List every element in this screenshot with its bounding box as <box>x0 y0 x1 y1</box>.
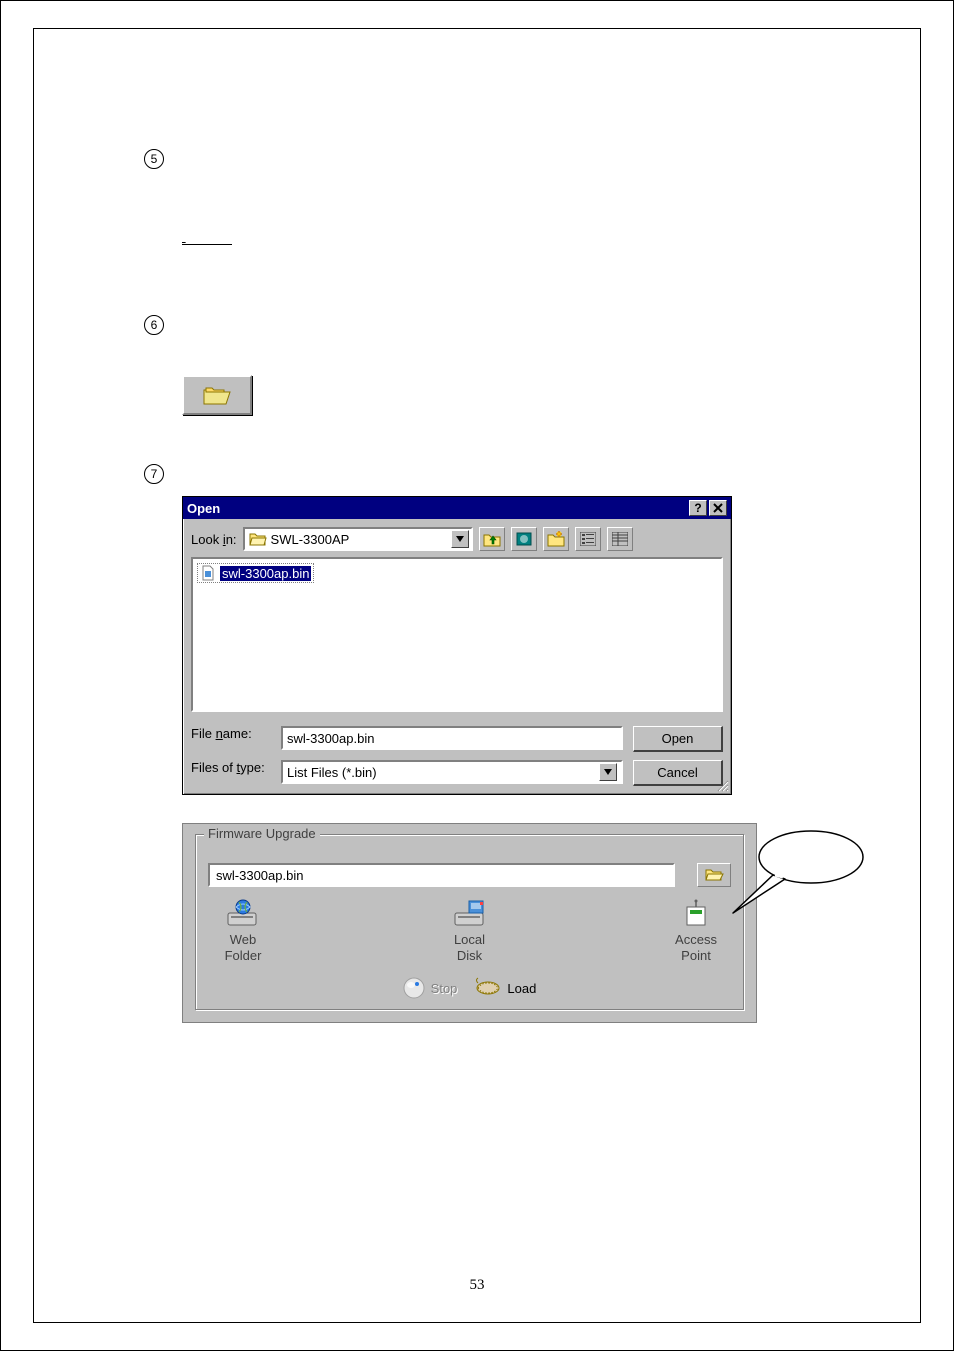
dialog-bottom: File name: swl-3300ap.bin Open Files of … <box>191 726 723 786</box>
web-folder-item: Web Folder <box>208 899 278 963</box>
filetype-value: List Files (*.bin) <box>287 765 599 780</box>
circled-5: 5 <box>144 149 164 169</box>
load-icon <box>475 977 501 999</box>
access-point-item: Access Point <box>661 899 731 963</box>
local-disk-label-1: Local <box>454 932 485 948</box>
close-icon <box>713 503 723 513</box>
step-5: 5 <box>144 149 820 169</box>
titlebar: Open ? <box>183 497 731 519</box>
details-view-icon <box>612 532 628 546</box>
lookin-combo[interactable]: SWL-3300AP <box>243 527 473 551</box>
local-disk-label-2: Disk <box>457 948 482 964</box>
access-point-label-2: Point <box>681 948 711 964</box>
local-disk-item: Local Disk <box>435 899 505 963</box>
filename-value: swl-3300ap.bin <box>287 731 374 746</box>
firmware-locations: Web Folder Local <box>208 899 731 963</box>
load-button[interactable]: Load <box>475 977 536 999</box>
load-label: Load <box>507 981 536 996</box>
access-point-label-1: Access <box>675 932 717 948</box>
filename-input[interactable]: swl-3300ap.bin <box>281 726 623 750</box>
content-area: 5 6 7 <box>144 149 820 1023</box>
page-frame: 5 6 7 <box>0 0 954 1351</box>
file-item-label: swl-3300ap.bin <box>220 566 311 581</box>
circled-6: 6 <box>144 315 164 335</box>
firmware-filename-row: swl-3300ap.bin <box>208 863 731 887</box>
up-one-level-button[interactable] <box>479 527 505 551</box>
access-point-icon <box>681 899 711 929</box>
folder-open-icon <box>202 384 232 406</box>
web-folder-label-2: Folder <box>225 948 262 964</box>
dropdown-arrow-icon[interactable] <box>599 763 617 781</box>
list-view-button[interactable] <box>575 527 601 551</box>
dropdown-arrow-icon[interactable] <box>451 530 469 548</box>
file-item[interactable]: swl-3300ap.bin <box>197 563 314 583</box>
page-number: 53 <box>470 1277 485 1294</box>
local-disk-icon <box>451 899 489 929</box>
help-button[interactable]: ? <box>689 500 707 516</box>
callout-bubble <box>725 827 865 919</box>
close-button[interactable] <box>709 500 727 516</box>
desktop-icon <box>515 531 533 547</box>
folder-button-large[interactable] <box>182 375 252 415</box>
details-view-button[interactable] <box>607 527 633 551</box>
dialog-body: Look in: SWL-3300AP <box>183 519 731 794</box>
new-folder-icon <box>547 531 565 547</box>
folder-icon <box>249 531 267 547</box>
stop-icon <box>403 977 425 999</box>
file-list[interactable]: swl-3300ap.bin <box>191 557 723 712</box>
stop-button[interactable]: Stop <box>403 977 458 999</box>
lookin-label: Look in: <box>191 532 237 547</box>
lookin-row: Look in: SWL-3300AP <box>191 527 723 551</box>
cancel-button[interactable]: Cancel <box>633 760 723 786</box>
desktop-button[interactable] <box>511 527 537 551</box>
step-7: 7 <box>144 464 820 484</box>
lookin-value: SWL-3300AP <box>271 532 350 547</box>
file-icon <box>200 565 216 581</box>
web-folder-icon <box>225 899 261 929</box>
dialog-title: Open <box>187 501 689 516</box>
filetype-label: Files of type: <box>191 760 271 786</box>
filetype-combo[interactable]: List Files (*.bin) <box>281 760 623 784</box>
stop-label: Stop <box>431 981 458 996</box>
firmware-filename-value: swl-3300ap.bin <box>216 868 303 883</box>
step5-underline-row <box>182 229 820 245</box>
firmware-upgrade-panel: Firmware Upgrade swl-3300ap.bin <box>182 823 757 1023</box>
web-folder-label-1: Web <box>230 932 257 948</box>
step-6: 6 <box>144 315 820 335</box>
filename-label: File name: <box>191 726 271 752</box>
firmware-filename-input[interactable]: swl-3300ap.bin <box>208 863 675 887</box>
open-dialog: Open ? Look in: <box>182 496 732 795</box>
new-folder-button[interactable] <box>543 527 569 551</box>
circled-7: 7 <box>144 464 164 484</box>
inner-frame: 5 6 7 <box>33 28 921 1323</box>
open-button[interactable]: Open <box>633 726 723 752</box>
firmware-actions: Stop Load <box>208 977 731 999</box>
up-folder-icon <box>483 531 501 547</box>
firmware-groupbox: Firmware Upgrade swl-3300ap.bin <box>195 834 744 1010</box>
resize-grip-icon <box>715 778 729 792</box>
list-view-icon <box>580 532 596 546</box>
folder-open-icon <box>704 867 724 883</box>
group-title: Firmware Upgrade <box>204 826 320 841</box>
